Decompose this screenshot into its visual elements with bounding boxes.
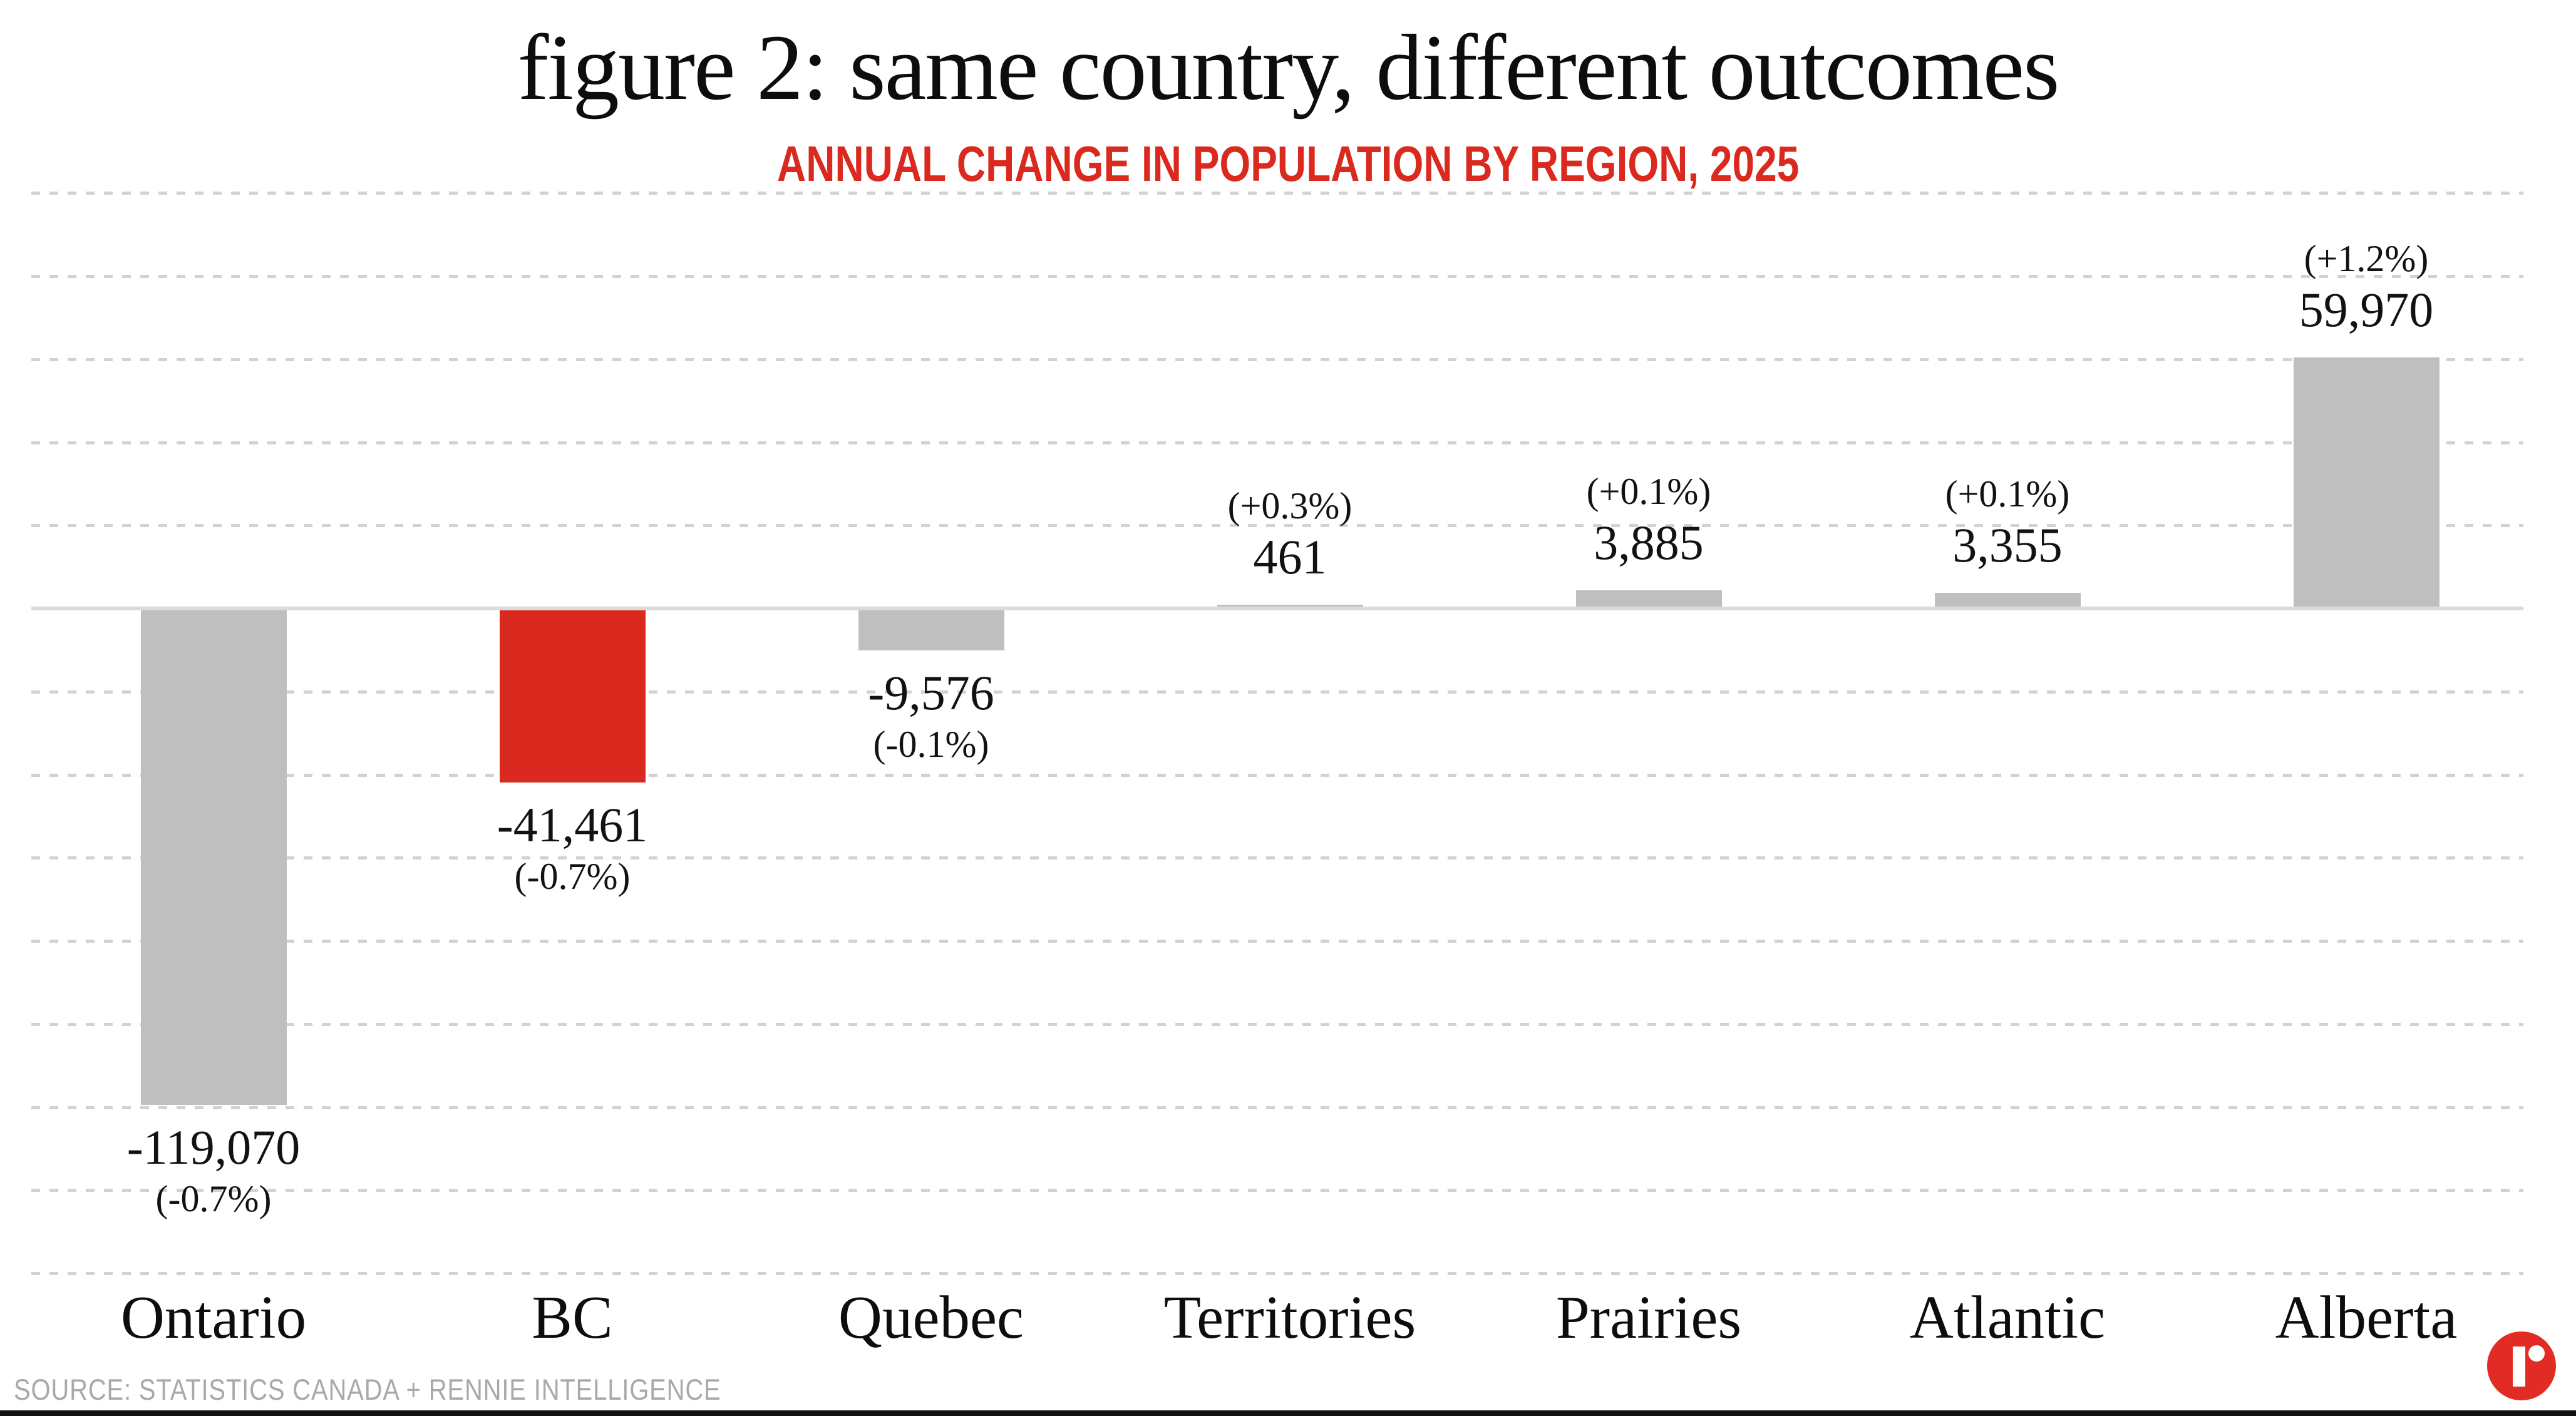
gridline	[31, 1023, 2523, 1026]
source-note-row: SOURCE: STATISTICS CANADA + RENNIE INTEL…	[14, 1372, 846, 1407]
bar-atlantic	[1935, 593, 2081, 607]
chart-title: figure 2: same country, different outcom…	[517, 16, 2059, 120]
logo-letter-stem	[2513, 1347, 2525, 1387]
data-label-prairies: (+0.1%) 3,885	[1473, 469, 1824, 572]
gridline	[31, 856, 2523, 859]
bar-bc	[500, 610, 646, 782]
value-label: 3,885	[1594, 515, 1704, 570]
percent-label: (-0.7%)	[514, 856, 631, 897]
data-label-bc: -41,461 (-0.7%)	[397, 796, 748, 899]
percent-label: (+0.1%)	[1945, 473, 2070, 515]
category-label-territories: Territories	[1163, 1284, 1416, 1351]
data-label-alberta: (+1.2%) 59,970	[2191, 236, 2542, 339]
bar-alberta	[2294, 357, 2439, 607]
bar-quebec	[858, 610, 1004, 650]
category-label-prairies: Prairies	[1555, 1284, 1742, 1351]
value-label: 59,970	[2299, 282, 2434, 337]
value-label: 461	[1253, 530, 1327, 584]
category-label-atlantic: Atlantic	[1909, 1284, 2106, 1351]
percent-label: (+0.3%)	[1227, 485, 1352, 526]
rennie-logo-icon	[2487, 1331, 2556, 1400]
chart-subtitle: ANNUAL CHANGE IN POPULATION BY REGION, 2…	[776, 136, 1800, 192]
value-label: 3,355	[1952, 518, 2063, 572]
source-note: SOURCE: STATISTICS CANADA + RENNIE INTEL…	[14, 1373, 721, 1406]
gridline	[31, 1189, 2523, 1192]
logo-letter-dot	[2528, 1345, 2545, 1362]
value-label: -119,070	[126, 1120, 301, 1174]
percent-label: (-0.1%)	[873, 724, 989, 765]
gridline	[31, 1272, 2523, 1275]
gridline	[31, 690, 2523, 694]
data-label-atlantic: (+0.1%) 3,355	[1832, 471, 2183, 574]
gridline	[31, 358, 2523, 361]
data-label-quebec: -9,576 (-0.1%)	[756, 664, 1106, 767]
gridline	[31, 940, 2523, 943]
bar-ontario	[141, 610, 287, 1105]
gridline	[31, 774, 2523, 777]
chart-subtitle-row: ANNUAL CHANGE IN POPULATION BY REGION, 2…	[0, 136, 2576, 192]
category-label-bc: BC	[532, 1284, 613, 1351]
value-label: -9,576	[868, 665, 994, 720]
data-label-ontario: -119,070 (-0.7%)	[38, 1119, 389, 1221]
category-label-ontario: Ontario	[120, 1284, 307, 1351]
data-label-territories: (+0.3%) 461	[1115, 483, 1465, 586]
gridline	[31, 1106, 2523, 1109]
value-label: -41,461	[497, 798, 648, 852]
zero-baseline	[31, 607, 2523, 610]
category-label-alberta: Alberta	[2275, 1284, 2458, 1351]
percent-label: (-0.7%)	[155, 1178, 272, 1219]
gridline	[31, 192, 2523, 195]
bar-prairies	[1576, 590, 1722, 607]
bar-territories	[1217, 605, 1363, 607]
gridline	[31, 524, 2523, 527]
percent-label: (+1.2%)	[2304, 238, 2429, 279]
gridline	[31, 275, 2523, 278]
percent-label: (+0.1%)	[1586, 471, 1711, 512]
gridline	[31, 441, 2523, 444]
category-label-quebec: Quebec	[838, 1284, 1024, 1351]
